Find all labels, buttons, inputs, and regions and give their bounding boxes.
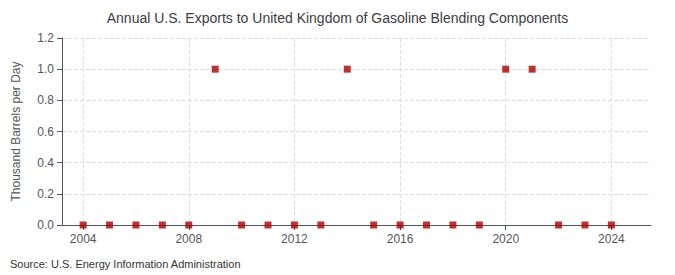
svg-text:2008: 2008 bbox=[175, 232, 202, 246]
svg-text:0.8: 0.8 bbox=[37, 93, 54, 107]
svg-text:1.2: 1.2 bbox=[37, 31, 54, 45]
svg-text:Annual U.S. Exports to United: Annual U.S. Exports to United Kingdom of… bbox=[107, 10, 569, 26]
svg-text:0.4: 0.4 bbox=[37, 156, 54, 170]
svg-text:1.0: 1.0 bbox=[37, 62, 54, 76]
svg-text:2016: 2016 bbox=[387, 232, 414, 246]
svg-text:0.6: 0.6 bbox=[37, 125, 54, 139]
svg-text:2024: 2024 bbox=[598, 232, 625, 246]
svg-text:2004: 2004 bbox=[70, 232, 97, 246]
svg-text:0.0: 0.0 bbox=[37, 218, 54, 232]
svg-text:Source: U.S. Energy Informatio: Source: U.S. Energy Information Administ… bbox=[10, 258, 241, 270]
svg-text:2020: 2020 bbox=[492, 232, 519, 246]
svg-text:2012: 2012 bbox=[281, 232, 308, 246]
svg-text:Thousand Barrels per Day: Thousand Barrels per Day bbox=[9, 61, 23, 201]
svg-text:0.2: 0.2 bbox=[37, 187, 54, 201]
